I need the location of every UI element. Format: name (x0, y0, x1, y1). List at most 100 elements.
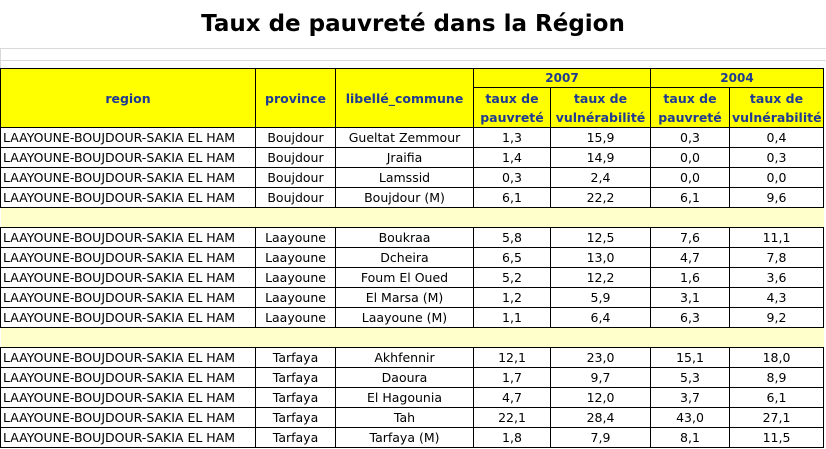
cell-province[interactable]: Tarfaya (255, 407, 336, 428)
cell-province[interactable]: Boujdour (255, 187, 336, 208)
cell-pauvrete-2007[interactable]: 1,7 (473, 367, 551, 388)
cell-pauvrete-2004[interactable]: 7,6 (650, 227, 730, 248)
cell-pauvrete-2004[interactable]: 0,0 (650, 167, 730, 188)
cell-pauvrete-2004[interactable]: 4,7 (650, 247, 730, 268)
empty-cell[interactable] (473, 327, 551, 348)
header-year-2007[interactable]: 2007 (473, 68, 651, 88)
cell-region[interactable]: LAAYOUNE-BOUJDOUR-SAKIA EL HAM (0, 127, 256, 148)
cell-commune[interactable]: Boukraa (335, 227, 474, 248)
cell-vulnerabilite-2007[interactable]: 6,4 (550, 307, 651, 328)
cell-pauvrete-2007[interactable]: 6,5 (473, 247, 551, 268)
cell-commune[interactable]: Daoura (335, 367, 474, 388)
cell-vulnerabilite-2007[interactable]: 5,9 (550, 287, 651, 308)
cell-pauvrete-2004[interactable]: 3,1 (650, 287, 730, 308)
cell-commune[interactable]: Lamssid (335, 167, 474, 188)
cell-region[interactable]: LAAYOUNE-BOUJDOUR-SAKIA EL HAM (0, 347, 256, 368)
cell-pauvrete-2004[interactable]: 3,7 (650, 387, 730, 408)
header-commune[interactable]: libellé_commune (335, 68, 474, 128)
cell-province[interactable]: Tarfaya (255, 387, 336, 408)
cell-vulnerabilite-2004[interactable]: 0,0 (729, 167, 824, 188)
cell-province[interactable]: Tarfaya (255, 427, 336, 448)
cell-vulnerabilite-2004[interactable]: 0,3 (729, 147, 824, 168)
cell-province[interactable]: Laayoune (255, 267, 336, 288)
cell-pauvrete-2007[interactable]: 1,8 (473, 427, 551, 448)
cell-vulnerabilite-2007[interactable]: 9,7 (550, 367, 651, 388)
cell-region[interactable]: LAAYOUNE-BOUJDOUR-SAKIA EL HAM (0, 167, 256, 188)
cell-region[interactable]: LAAYOUNE-BOUJDOUR-SAKIA EL HAM (0, 367, 256, 388)
cell-vulnerabilite-2007[interactable]: 15,9 (550, 127, 651, 148)
empty-cell[interactable] (729, 207, 824, 228)
cell-vulnerabilite-2004[interactable]: 11,1 (729, 227, 824, 248)
cell-pauvrete-2007[interactable]: 1,2 (473, 287, 551, 308)
cell-vulnerabilite-2007[interactable]: 2,4 (550, 167, 651, 188)
cell-region[interactable]: LAAYOUNE-BOUJDOUR-SAKIA EL HAM (0, 147, 256, 168)
cell-commune[interactable]: Boujdour (M) (335, 187, 474, 208)
cell-commune[interactable]: Foum El Oued (335, 267, 474, 288)
cell-province[interactable]: Boujdour (255, 167, 336, 188)
cell-vulnerabilite-2007[interactable]: 12,5 (550, 227, 651, 248)
cell-vulnerabilite-2004[interactable]: 3,6 (729, 267, 824, 288)
header-pauvrete-2004[interactable]: taux de pauvreté (650, 87, 730, 128)
cell-province[interactable]: Laayoune (255, 247, 336, 268)
empty-cell[interactable] (473, 207, 551, 228)
cell-region[interactable]: LAAYOUNE-BOUJDOUR-SAKIA EL HAM (0, 187, 256, 208)
cell-vulnerabilite-2007[interactable]: 23,0 (550, 347, 651, 368)
cell-vulnerabilite-2007[interactable]: 22,2 (550, 187, 651, 208)
cell-pauvrete-2007[interactable]: 1,4 (473, 147, 551, 168)
header-year-2004[interactable]: 2004 (650, 68, 824, 88)
cell-vulnerabilite-2004[interactable]: 7,8 (729, 247, 824, 268)
cell-vulnerabilite-2004[interactable]: 0,4 (729, 127, 824, 148)
cell-vulnerabilite-2004[interactable]: 4,3 (729, 287, 824, 308)
cell-commune[interactable]: El Hagounia (335, 387, 474, 408)
cell-province[interactable]: Tarfaya (255, 367, 336, 388)
cell-commune[interactable]: Jraifia (335, 147, 474, 168)
cell-pauvrete-2007[interactable]: 22,1 (473, 407, 551, 428)
cell-pauvrete-2007[interactable]: 6,1 (473, 187, 551, 208)
cell-commune[interactable]: Tarfaya (M) (335, 427, 474, 448)
header-vulnerabilite-2007[interactable]: taux de vulnérabilité (550, 87, 651, 128)
cell-vulnerabilite-2004[interactable]: 6,1 (729, 387, 824, 408)
cell-vulnerabilite-2004[interactable]: 8,9 (729, 367, 824, 388)
cell-vulnerabilite-2004[interactable]: 18,0 (729, 347, 824, 368)
cell-region[interactable]: LAAYOUNE-BOUJDOUR-SAKIA EL HAM (0, 287, 256, 308)
cell-commune[interactable]: Tah (335, 407, 474, 428)
cell-pauvrete-2007[interactable]: 5,2 (473, 267, 551, 288)
cell-pauvrete-2004[interactable]: 6,1 (650, 187, 730, 208)
empty-cell[interactable] (0, 327, 256, 348)
cell-pauvrete-2004[interactable]: 43,0 (650, 407, 730, 428)
cell-pauvrete-2007[interactable]: 0,3 (473, 167, 551, 188)
cell-pauvrete-2004[interactable]: 5,3 (650, 367, 730, 388)
cell-commune[interactable]: Dcheira (335, 247, 474, 268)
empty-cell[interactable] (650, 207, 730, 228)
cell-province[interactable]: Boujdour (255, 127, 336, 148)
cell-region[interactable]: LAAYOUNE-BOUJDOUR-SAKIA EL HAM (0, 267, 256, 288)
cell-vulnerabilite-2007[interactable]: 13,0 (550, 247, 651, 268)
cell-region[interactable]: LAAYOUNE-BOUJDOUR-SAKIA EL HAM (0, 427, 256, 448)
cell-region[interactable]: LAAYOUNE-BOUJDOUR-SAKIA EL HAM (0, 387, 256, 408)
empty-cell[interactable] (650, 327, 730, 348)
empty-cell[interactable] (729, 327, 824, 348)
cell-pauvrete-2004[interactable]: 6,3 (650, 307, 730, 328)
cell-commune[interactable]: El Marsa (M) (335, 287, 474, 308)
cell-region[interactable]: LAAYOUNE-BOUJDOUR-SAKIA EL HAM (0, 227, 256, 248)
cell-vulnerabilite-2004[interactable]: 9,6 (729, 187, 824, 208)
cell-vulnerabilite-2004[interactable]: 11,5 (729, 427, 824, 448)
cell-province[interactable]: Laayoune (255, 227, 336, 248)
cell-vulnerabilite-2007[interactable]: 28,4 (550, 407, 651, 428)
cell-vulnerabilite-2007[interactable]: 12,2 (550, 267, 651, 288)
cell-commune[interactable]: Akhfennir (335, 347, 474, 368)
cell-pauvrete-2004[interactable]: 8,1 (650, 427, 730, 448)
header-pauvrete-2007[interactable]: taux de pauvreté (473, 87, 551, 128)
empty-cell[interactable] (335, 327, 474, 348)
cell-pauvrete-2004[interactable]: 1,6 (650, 267, 730, 288)
cell-commune[interactable]: Laayoune (M) (335, 307, 474, 328)
cell-pauvrete-2004[interactable]: 0,3 (650, 127, 730, 148)
cell-pauvrete-2007[interactable]: 1,3 (473, 127, 551, 148)
cell-pauvrete-2007[interactable]: 12,1 (473, 347, 551, 368)
cell-vulnerabilite-2007[interactable]: 7,9 (550, 427, 651, 448)
cell-pauvrete-2007[interactable]: 5,8 (473, 227, 551, 248)
empty-cell[interactable] (255, 327, 336, 348)
cell-pauvrete-2004[interactable]: 15,1 (650, 347, 730, 368)
empty-cell[interactable] (335, 207, 474, 228)
cell-vulnerabilite-2007[interactable]: 14,9 (550, 147, 651, 168)
